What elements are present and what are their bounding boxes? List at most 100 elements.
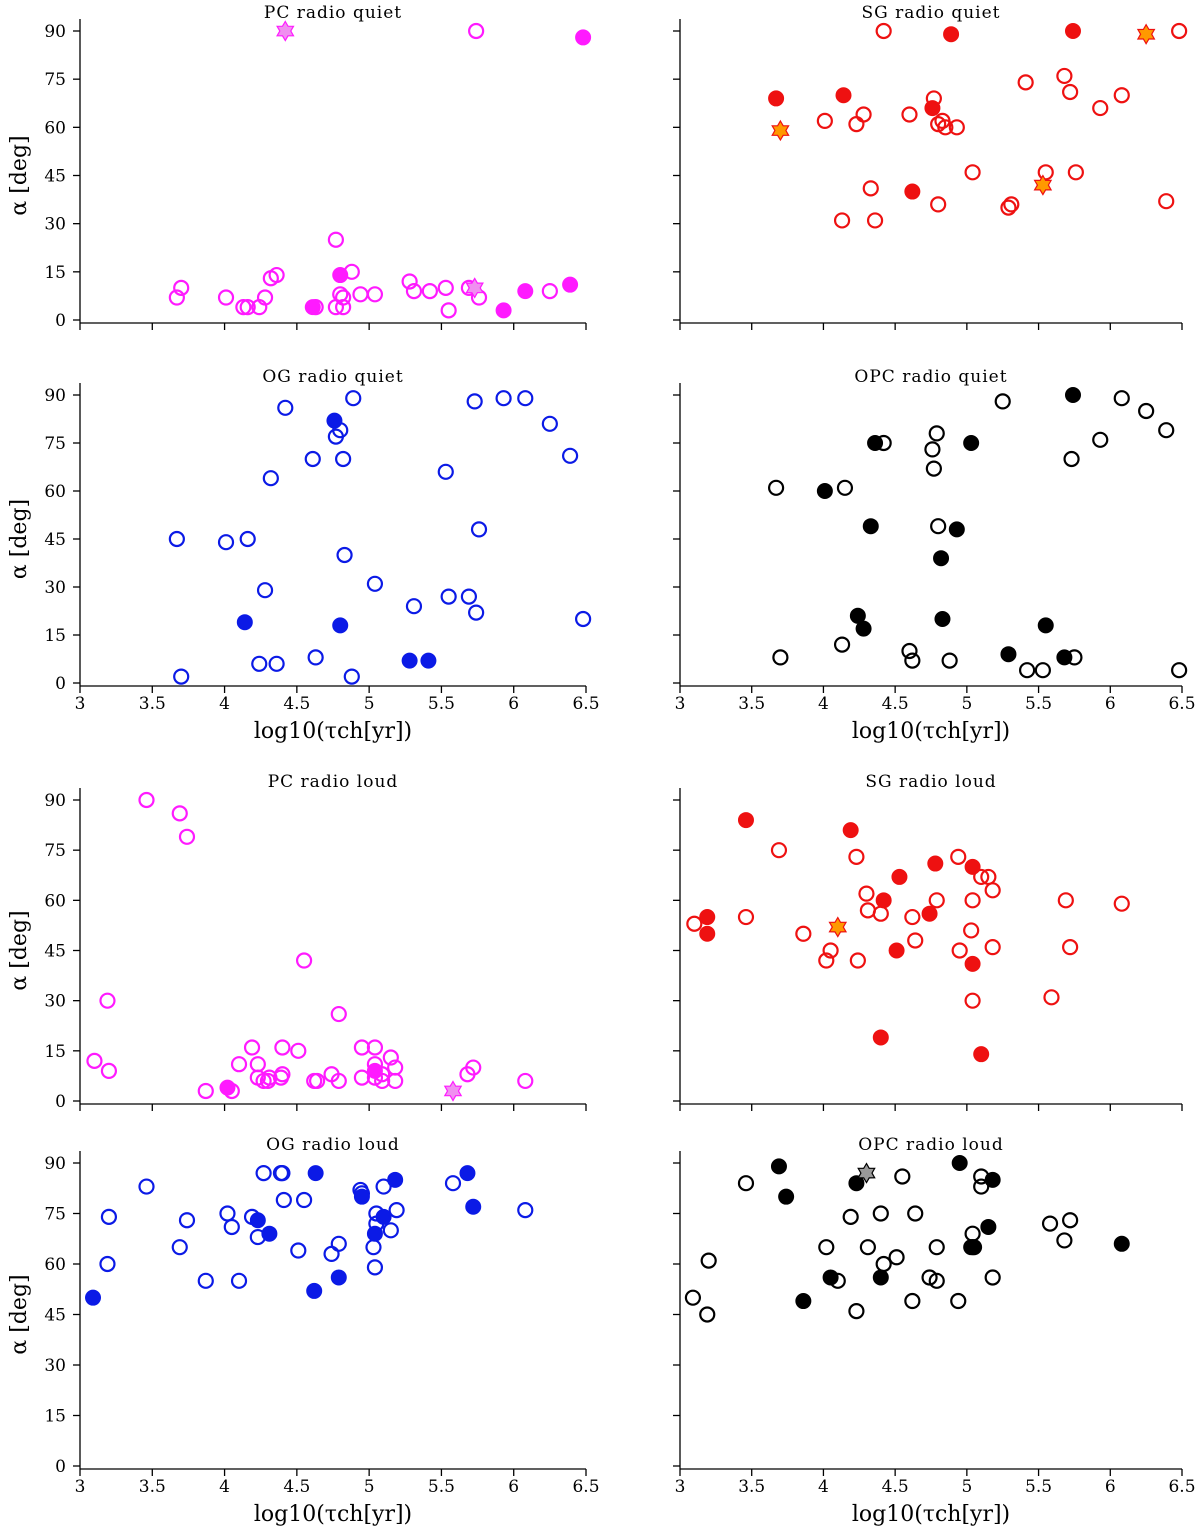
- open-point: [387, 1072, 404, 1090]
- filled-point: [973, 1046, 990, 1063]
- open-point: [833, 636, 851, 653]
- star-point: [465, 277, 484, 299]
- open-point: [1092, 99, 1109, 117]
- x-tick-label: 5.5: [428, 694, 455, 714]
- open-point: [795, 925, 812, 942]
- x-tick-label: 6: [508, 1477, 519, 1497]
- filled-point: [964, 858, 981, 875]
- open-point: [401, 273, 418, 290]
- open-point: [964, 1225, 981, 1242]
- open-point: [866, 212, 884, 229]
- open-point: [842, 1208, 859, 1225]
- open-point: [1063, 450, 1080, 468]
- y-tick-label: 15: [44, 263, 66, 283]
- open-point: [468, 604, 485, 621]
- open-point: [925, 460, 942, 477]
- filled-point: [366, 1062, 383, 1079]
- panel-title: OG radio quiet: [262, 367, 403, 387]
- open-point: [951, 942, 968, 959]
- filled-point: [980, 1218, 997, 1235]
- open-point: [930, 116, 947, 133]
- filled-point: [575, 29, 592, 46]
- open-point: [904, 1292, 921, 1310]
- panel-title: PC radio loud: [268, 772, 399, 792]
- x-tick-label: 3.5: [139, 1477, 166, 1497]
- filled-point: [867, 435, 884, 451]
- open-point: [382, 1049, 399, 1066]
- filled-point: [306, 1282, 323, 1299]
- open-point: [308, 1072, 326, 1090]
- open-point: [888, 1249, 905, 1266]
- x-tick-label: 5: [961, 694, 972, 714]
- open-point: [99, 1255, 116, 1273]
- open-point: [465, 1059, 482, 1076]
- open-point: [901, 106, 918, 123]
- filled-point: [1000, 646, 1017, 663]
- panel-sg-radio-quiet: SG radio quiet: [673, 3, 1188, 330]
- open-point: [928, 1239, 945, 1256]
- filled-point: [964, 1239, 981, 1256]
- open-point: [875, 22, 892, 40]
- open-point: [859, 1239, 876, 1256]
- x-tick-label: 4: [219, 1477, 230, 1497]
- x-tick-label: 4.5: [882, 1477, 909, 1497]
- open-point: [950, 848, 967, 865]
- filled-point: [822, 1269, 839, 1286]
- open-point: [330, 1235, 347, 1252]
- open-point: [197, 1272, 214, 1289]
- star-point: [828, 916, 848, 938]
- y-tick-label: 60: [44, 118, 66, 138]
- open-point: [100, 1062, 118, 1080]
- filled-point: [855, 620, 872, 637]
- y-tick-label: 60: [44, 891, 66, 911]
- open-point: [1057, 892, 1074, 909]
- open-point: [138, 1178, 155, 1195]
- x-tick-label: 5.5: [428, 1477, 455, 1497]
- x-tick-label: 3: [75, 694, 86, 714]
- filled-point: [307, 1165, 324, 1182]
- filled-point: [964, 955, 981, 972]
- open-point: [274, 1164, 291, 1182]
- open-point: [290, 1042, 307, 1059]
- x-tick-label: 6.5: [572, 694, 599, 714]
- open-point: [437, 279, 454, 296]
- open-point: [100, 1208, 118, 1225]
- filled-point: [1064, 387, 1081, 403]
- open-point: [243, 1039, 261, 1056]
- open-point: [937, 119, 954, 136]
- open-point: [256, 289, 274, 306]
- open-point: [517, 390, 534, 407]
- open-point: [173, 279, 190, 296]
- x-tick-label: 3: [675, 694, 686, 714]
- panel-opc-radio-loud: 3 3.5 4 4.5 5 5.5 6 6.5 OPC radio loud log10(τch[…: [673, 1135, 1196, 1527]
- filled-point: [495, 302, 512, 319]
- open-point: [421, 283, 438, 300]
- open-point: [336, 546, 353, 564]
- panel-title: OPC radio quiet: [854, 367, 1007, 387]
- open-point: [365, 1239, 382, 1256]
- open-point: [964, 164, 981, 181]
- open-point: [295, 1191, 313, 1209]
- y-tick-label: 45: [44, 530, 66, 550]
- open-point: [1138, 402, 1155, 420]
- filled-point: [963, 435, 980, 451]
- y-tick-label: 90: [44, 386, 66, 406]
- y-tick-label: 90: [44, 1154, 66, 1174]
- open-point: [255, 1164, 272, 1182]
- x-tick-label: 3.5: [738, 694, 765, 714]
- x-axis-title: log10(τch[yr]): [254, 719, 412, 744]
- y-tick-label: 0: [55, 1457, 66, 1477]
- star-point: [857, 1162, 876, 1184]
- filled-point: [517, 283, 534, 300]
- filled-point: [699, 925, 716, 942]
- y-tick-label: 90: [44, 22, 66, 42]
- star-point: [771, 119, 790, 142]
- open-point: [924, 441, 941, 458]
- x-tick-label: 5: [364, 1477, 375, 1497]
- open-point: [684, 1289, 702, 1306]
- open-point: [173, 668, 190, 685]
- open-point: [366, 1039, 384, 1056]
- open-point: [1113, 87, 1130, 104]
- open-point: [171, 1239, 188, 1256]
